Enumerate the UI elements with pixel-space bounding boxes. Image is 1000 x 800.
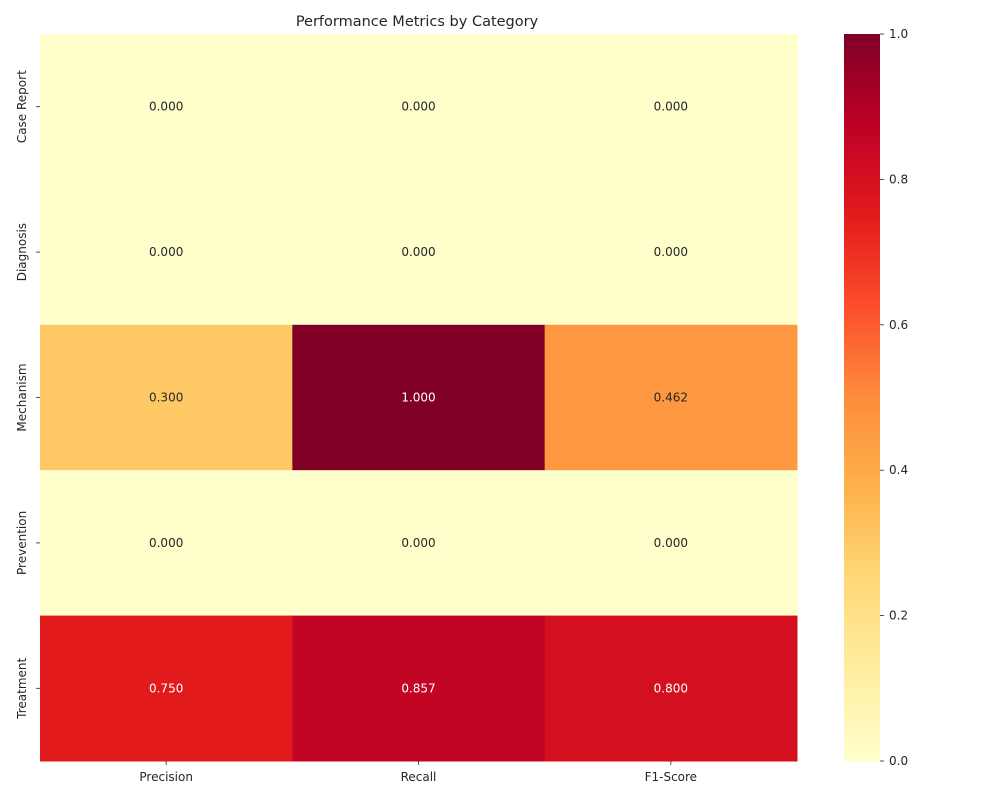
heatmap-cell [40, 615, 293, 762]
chart-title: Performance Metrics by Category [296, 14, 539, 30]
y-tick-label: Treatment [15, 657, 29, 719]
heatmap-cell [292, 324, 546, 471]
cell-value-label: 0.000 [149, 100, 183, 114]
x-tick-label: F1-Score [645, 770, 697, 784]
x-axis: Precision Recall F1-Score [139, 761, 697, 784]
cell-value-label: 0.462 [654, 391, 688, 405]
heatmap-cell [292, 470, 546, 617]
heatmap-cell [544, 34, 798, 180]
x-tick-label: Recall [401, 770, 437, 784]
heatmap-cell [40, 324, 293, 471]
heatmap-cell [544, 324, 798, 471]
y-tick-label: Diagnosis [15, 223, 29, 281]
heatmap-cell [40, 179, 293, 326]
colorbar-bar [844, 34, 880, 761]
heatmap-cell [292, 34, 546, 180]
heatmap-cell [544, 615, 798, 762]
heatmap-cell [544, 179, 798, 326]
cell-value-label: 0.000 [401, 100, 435, 114]
heatmap-cell [292, 615, 546, 762]
y-tick-label: Prevention [15, 511, 29, 575]
cell-value-label: 0.800 [654, 681, 688, 695]
heatmap-cells [40, 34, 798, 762]
cell-value-label: 0.000 [401, 245, 435, 259]
cell-value-label: 0.857 [401, 681, 435, 695]
heatmap-cell [40, 470, 293, 617]
x-tick-label: Precision [139, 770, 193, 784]
heatmap-cell [544, 470, 798, 617]
heatmap-cell [40, 34, 293, 180]
heatmap-cell-labels: 0.000 0.000 0.000 0.000 0.000 0.000 0.300 1.000… [149, 100, 688, 696]
cell-value-label: 0.000 [654, 245, 688, 259]
colorbar-tick-label: 0.0 [889, 754, 908, 768]
cell-value-label: 0.000 [401, 536, 435, 550]
colorbar: 0.0 0.2 0.4 0.6 0.8 1.0 [844, 27, 908, 768]
colorbar-tick-label: 0.4 [889, 463, 908, 477]
colorbar-tick-label: 1.0 [889, 27, 908, 41]
cell-value-label: 0.750 [149, 681, 183, 695]
colorbar-tick-label: 0.2 [889, 609, 908, 623]
colorbar-tick-label: 0.8 [889, 172, 908, 186]
cell-value-label: 0.300 [149, 391, 183, 405]
y-axis: Case Report Diagnosis Mechanism Prevention T… [15, 70, 40, 720]
y-tick-label: Case Report [15, 70, 29, 143]
cell-value-label: 0.000 [149, 245, 183, 259]
cell-value-label: 0.000 [654, 100, 688, 114]
colorbar-ticks: 0.0 0.2 0.4 0.6 0.8 1.0 [880, 27, 908, 768]
y-tick-label: Mechanism [15, 363, 29, 431]
cell-value-label: 0.000 [149, 536, 183, 550]
cell-value-label: 0.000 [654, 536, 688, 550]
heatmap-cell [292, 179, 546, 326]
cell-value-label: 1.000 [401, 391, 435, 405]
colorbar-tick-label: 0.6 [889, 318, 908, 332]
